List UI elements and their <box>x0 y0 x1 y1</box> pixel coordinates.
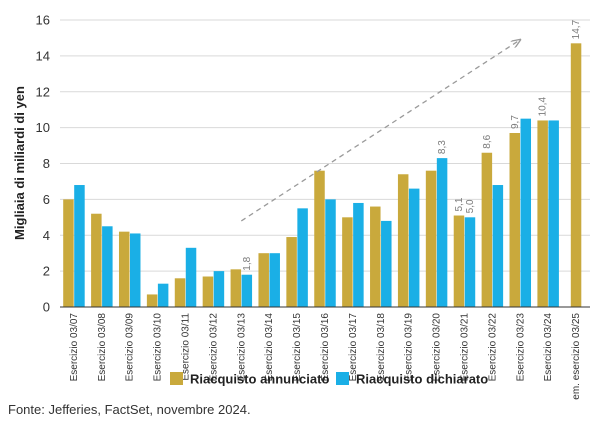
bar-annunciato <box>570 43 582 307</box>
bar-annunciato <box>146 294 158 307</box>
bar-annunciato <box>314 170 325 307</box>
bar-dichiarato <box>325 199 336 307</box>
data-label: 5,0 <box>465 199 476 213</box>
x-tick-label: Esercizio 03/22 <box>487 313 498 382</box>
x-tick-label: Esercizio 03/10 <box>153 313 164 382</box>
bar-annunciato <box>258 253 269 307</box>
data-label: 8,3 <box>437 140 448 154</box>
legend: Riacquisto annunciato Riacquisto dichiara… <box>170 372 488 387</box>
data-label: 5,1 <box>454 197 465 211</box>
bar-dichiarato <box>408 188 420 307</box>
bar-annunciato <box>286 237 297 307</box>
bar-annunciato <box>425 170 437 307</box>
bar-dichiarato <box>241 274 253 307</box>
bar-annunciato <box>91 213 102 307</box>
bar-annunciato <box>202 276 214 307</box>
data-label: 14,7 <box>571 19 582 39</box>
y-tick-label: 14 <box>36 48 50 63</box>
bar-dichiarato <box>157 283 169 307</box>
y-axis-title: Migliaia di miliardi di yen <box>12 86 27 240</box>
x-tick-label: Esercizio 03/09 <box>125 313 136 382</box>
bar-annunciato <box>453 215 465 307</box>
gridlines <box>60 19 590 272</box>
y-tick-label: 12 <box>36 84 50 99</box>
y-tick-label: 0 <box>43 300 50 315</box>
x-tick-label: 1° sem. esercizio 03/25 <box>571 313 582 400</box>
legend-label: Riacquisto annunciato <box>190 372 329 387</box>
bar-dichiarato <box>436 158 448 307</box>
bar-dichiarato <box>269 253 280 307</box>
bar-dichiarato <box>464 217 476 307</box>
x-tick-label: Esercizio 03/15 <box>292 313 303 382</box>
x-tick-label: Esercizio 03/07 <box>69 313 80 382</box>
x-tick-label: Esercizio 03/24 <box>543 313 554 382</box>
legend-swatch <box>170 372 183 385</box>
y-tick-label: 2 <box>43 264 50 279</box>
bar-annunciato <box>397 174 409 307</box>
x-tick-label: Esercizio 03/14 <box>264 313 275 382</box>
bar-annunciato <box>342 217 353 307</box>
bar-dichiarato <box>353 202 364 307</box>
x-tick-label: Esercizio 03/11 <box>181 313 192 381</box>
x-tick-label: Esercizio 03/08 <box>97 313 108 382</box>
bar-dichiarato <box>102 226 113 307</box>
bar-dichiarato <box>297 208 308 307</box>
bar-annunciato <box>537 120 548 307</box>
bar-dichiarato <box>520 118 532 307</box>
x-tick-label: Esercizio 03/19 <box>404 313 415 382</box>
y-axis-ticks: 0 2 4 6 8 10 12 14 16 <box>36 13 50 315</box>
trend-arrow <box>240 40 520 222</box>
bar-annunciato <box>174 278 186 307</box>
y-tick-label: 16 <box>36 13 50 28</box>
y-tick-label: 4 <box>43 228 50 243</box>
bar-annunciato <box>370 206 381 307</box>
bar-dichiarato <box>381 220 392 307</box>
bar-annunciato <box>118 231 130 307</box>
data-label: 8,6 <box>482 134 493 148</box>
bar-dichiarato <box>548 120 559 307</box>
x-tick-label: Esercizio 03/20 <box>432 313 443 382</box>
bar-annunciato <box>63 199 74 307</box>
bar-annunciato <box>481 152 493 307</box>
x-axis-categories: Esercizio 03/07 Esercizio 03/08 Esercizio … <box>69 313 582 400</box>
bar-dichiarato <box>213 271 225 307</box>
bar-dichiarato <box>185 247 197 307</box>
x-tick-label: Esercizio 03/21 <box>459 313 470 382</box>
x-tick-label: Esercizio 03/13 <box>236 313 247 382</box>
source-note: Fonte: Jefferies, FactSet, novembre 2024… <box>8 402 251 417</box>
y-tick-label: 6 <box>43 192 50 207</box>
bar-dichiarato <box>129 233 141 307</box>
y-tick-label: 10 <box>36 120 50 135</box>
legend-swatch <box>336 372 349 385</box>
bar-dichiarato <box>74 185 85 307</box>
x-tick-label: Esercizio 03/16 <box>320 313 331 382</box>
data-label: 10,4 <box>538 97 549 117</box>
data-label: 9,7 <box>510 115 521 129</box>
x-tick-label: Esercizio 03/12 <box>208 313 219 382</box>
y-tick-label: 8 <box>43 156 50 171</box>
bar-dichiarato <box>492 185 504 307</box>
bar-annunciato <box>509 133 521 307</box>
x-tick-label: Esercizio 03/18 <box>376 313 387 382</box>
x-tick-label: Esercizio 03/23 <box>515 313 526 382</box>
bar-annunciato <box>230 269 242 307</box>
data-labels: 1,8 8,3 5,1 5,0 8,6 9,7 10,4 14,7 <box>242 19 582 270</box>
legend-label: Riacquisto dichiarato <box>356 372 488 387</box>
bars <box>63 43 582 307</box>
x-tick-label: Esercizio 03/17 <box>348 313 359 382</box>
data-label: 1,8 <box>242 256 253 270</box>
